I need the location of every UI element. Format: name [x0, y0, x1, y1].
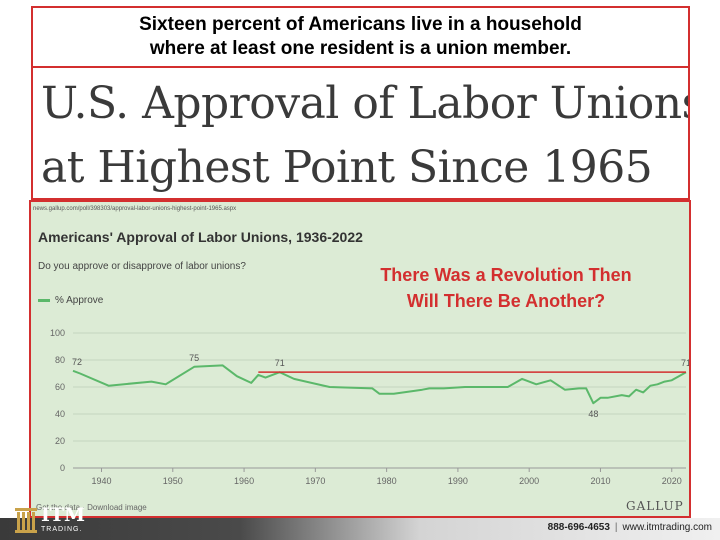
headline-box: U.S. Approval of Labor Unions at Highest…: [31, 68, 690, 200]
chart-panel: news.gallup.com/poll/398303/approval-lab…: [29, 200, 691, 518]
data-label: 72: [72, 357, 82, 367]
headline-line-2: at Highest Point Since 1965: [41, 142, 653, 193]
contact-separator: |: [614, 522, 618, 533]
data-label: 48: [588, 409, 598, 419]
x-tick-label: 1960: [234, 476, 254, 486]
y-tick-label: 80: [55, 355, 65, 365]
legend: % Approve: [38, 295, 103, 306]
contact-info: 888-696-4653 | www.itmtrading.com: [548, 522, 712, 533]
line-chart: 0 20 40 60 80 100 1940 1950 1960 1970 1980 1990 2000…: [50, 328, 691, 486]
annotation-line-2: Will There Be Another?: [406, 291, 606, 311]
x-tick-label: 2000: [519, 476, 539, 486]
legend-swatch: [38, 299, 50, 302]
data-label: 75: [189, 353, 199, 363]
phone-number[interactable]: 888-696-4653: [547, 522, 610, 533]
pillar-icon: [15, 508, 37, 533]
x-tick-label: 2020: [662, 476, 682, 486]
y-tick-label: 100: [50, 328, 65, 338]
x-tick-label: 1970: [305, 476, 325, 486]
caption-line-2: where at least one resident is a union m…: [149, 38, 572, 59]
itm-logo: ITM TRADING.: [14, 506, 85, 534]
chart-subtitle: Do you approve or disapprove of labor un…: [38, 261, 246, 272]
gallup-logo: GALLUP: [626, 499, 684, 513]
y-tick-label: 40: [55, 409, 65, 419]
x-tick-label: 2010: [590, 476, 610, 486]
y-tick-label: 0: [60, 463, 65, 473]
x-tick-label: 1940: [91, 476, 111, 486]
chart-title: Americans' Approval of Labor Unions, 193…: [38, 229, 363, 245]
logo-name: ITM: [41, 504, 86, 526]
chart-footer[interactable]: Get the data · Download image: [36, 503, 147, 512]
x-tick-label: 1980: [377, 476, 397, 486]
data-label: 71: [681, 358, 691, 368]
caption-line-1: Sixteen percent of Americans live in a h…: [139, 14, 582, 35]
website-link[interactable]: www.itmtrading.com: [622, 522, 712, 533]
source-url: news.gallup.com/poll/398303/approval-lab…: [33, 206, 237, 212]
headline-line-1: U.S. Approval of Labor Unions: [41, 78, 690, 129]
annotation-line-1: There Was a Revolution Then: [380, 265, 632, 285]
footer-bar: [0, 518, 720, 540]
y-tick-label: 20: [55, 436, 65, 446]
x-tick-label: 1950: [163, 476, 183, 486]
chart-annotation: There Was a Revolution Then Will There B…: [321, 262, 689, 314]
x-tick-label: 1990: [448, 476, 468, 486]
data-label: 71: [275, 358, 285, 368]
caption-box: Sixteen percent of Americans live in a h…: [31, 6, 690, 68]
logo-sub: TRADING.: [41, 526, 83, 533]
y-tick-label: 60: [55, 382, 65, 392]
legend-label: % Approve: [55, 295, 104, 306]
series-line-approve: [72, 364, 687, 405]
